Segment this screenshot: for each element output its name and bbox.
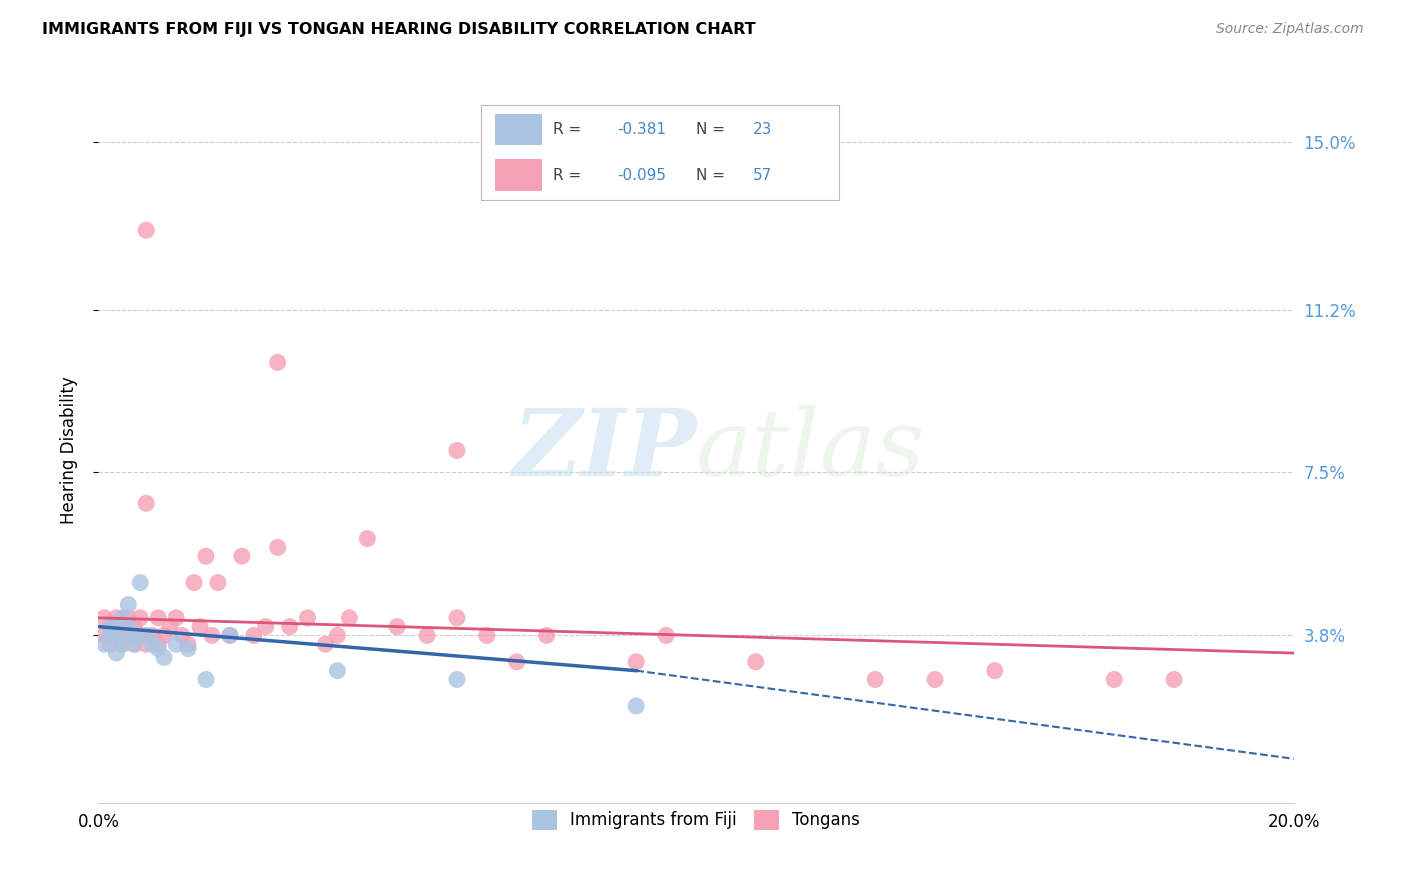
Point: [446, 673, 468, 687]
Legend: Immigrants from Fiji, Tongans: Immigrants from Fiji, Tongans: [526, 803, 866, 837]
Point: [165, 611, 187, 625]
Point: [865, 673, 887, 687]
Point: [267, 541, 290, 555]
Point: [111, 611, 134, 625]
Point: [124, 637, 146, 651]
Point: [446, 443, 468, 458]
Point: [117, 598, 139, 612]
Point: [177, 637, 200, 651]
Point: [105, 628, 128, 642]
Point: [626, 698, 648, 713]
Text: IMMIGRANTS FROM FIJI VS TONGAN HEARING DISABILITY CORRELATION CHART: IMMIGRANTS FROM FIJI VS TONGAN HEARING D…: [42, 22, 756, 37]
Point: [475, 628, 498, 642]
Point: [315, 637, 337, 651]
Point: [129, 628, 152, 642]
Point: [117, 628, 139, 642]
Point: [506, 655, 529, 669]
Point: [153, 628, 176, 642]
Point: [385, 619, 409, 633]
Point: [172, 628, 194, 642]
Point: [124, 628, 146, 642]
Point: [141, 637, 163, 651]
Text: atlas: atlas: [696, 406, 925, 495]
Point: [111, 619, 134, 633]
Point: [655, 628, 678, 642]
Point: [219, 628, 242, 642]
Text: Source: ZipAtlas.com: Source: ZipAtlas.com: [1216, 22, 1364, 37]
Point: [93, 637, 115, 651]
Point: [243, 628, 266, 642]
Point: [98, 628, 122, 642]
Point: [745, 655, 768, 669]
Point: [129, 575, 152, 590]
Point: [1104, 673, 1126, 687]
Point: [129, 611, 152, 625]
Point: [148, 641, 170, 656]
Point: [446, 611, 468, 625]
Point: [148, 637, 170, 651]
Point: [111, 637, 134, 651]
Point: [201, 628, 224, 642]
Point: [177, 641, 200, 656]
Point: [195, 673, 218, 687]
Point: [93, 611, 115, 625]
Point: [924, 673, 946, 687]
Point: [98, 637, 122, 651]
Point: [135, 223, 157, 237]
Point: [111, 637, 134, 651]
Point: [188, 619, 211, 633]
Point: [105, 628, 128, 642]
Point: [135, 496, 157, 510]
Point: [98, 619, 122, 633]
Point: [1163, 673, 1185, 687]
Point: [984, 664, 1007, 678]
Point: [536, 628, 558, 642]
Point: [326, 664, 349, 678]
Point: [183, 575, 205, 590]
Y-axis label: Hearing Disability: Hearing Disability: [59, 376, 77, 524]
Point: [117, 619, 139, 633]
Point: [195, 549, 218, 564]
Point: [148, 611, 170, 625]
Point: [105, 646, 128, 660]
Point: [117, 611, 139, 625]
Point: [231, 549, 253, 564]
Point: [339, 611, 361, 625]
Point: [278, 619, 301, 633]
Point: [267, 355, 290, 369]
Point: [626, 655, 648, 669]
Point: [297, 611, 319, 625]
Text: ZIP: ZIP: [512, 406, 696, 495]
Point: [135, 637, 157, 651]
Point: [356, 532, 378, 546]
Point: [254, 619, 277, 633]
Point: [326, 628, 349, 642]
Point: [416, 628, 439, 642]
Point: [124, 619, 146, 633]
Point: [165, 637, 187, 651]
Point: [159, 619, 181, 633]
Point: [93, 628, 115, 642]
Point: [207, 575, 229, 590]
Point: [105, 611, 128, 625]
Point: [135, 628, 157, 642]
Point: [124, 637, 146, 651]
Point: [141, 628, 163, 642]
Point: [219, 628, 242, 642]
Point: [98, 619, 122, 633]
Point: [153, 650, 176, 665]
